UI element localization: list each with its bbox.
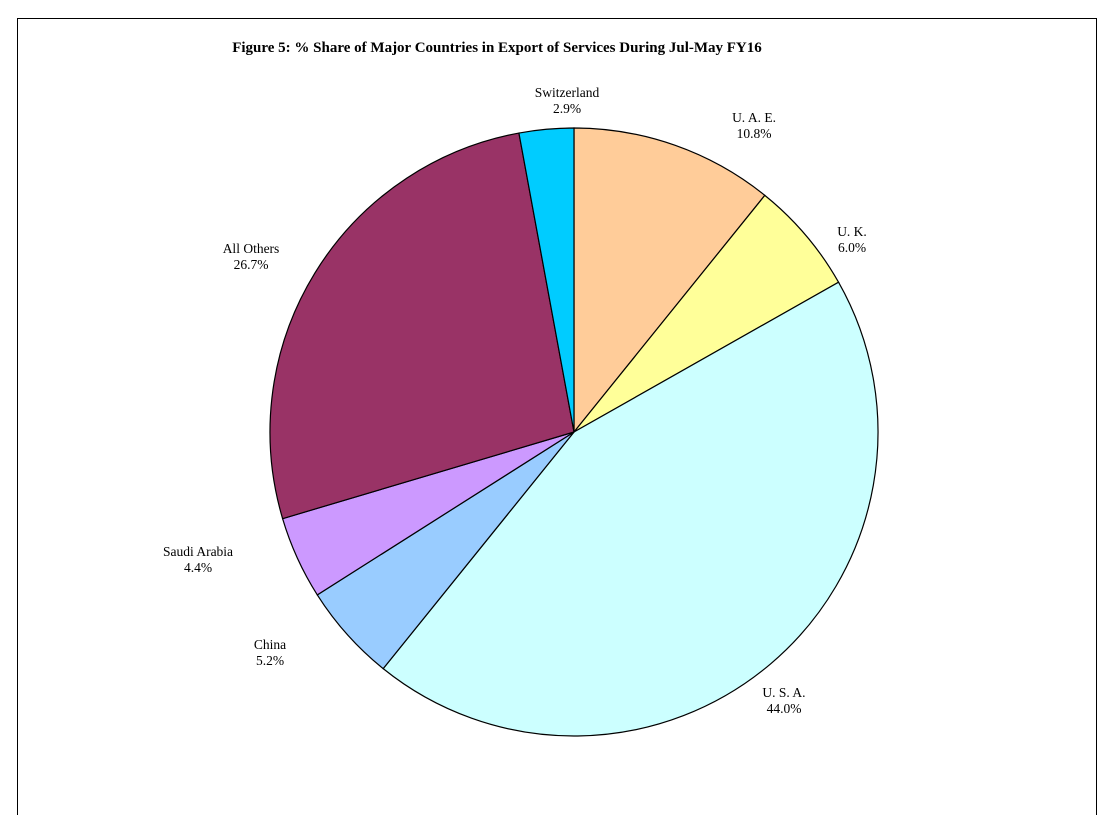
chart-frame — [17, 18, 1097, 815]
slice-label-value: 10.8% — [737, 126, 772, 141]
slice-label-all-others: All Others 26.7% — [223, 241, 280, 272]
slice-label-name: U. S. A. — [762, 685, 805, 700]
pie-slices — [269, 127, 879, 737]
slice-label-name: U. K. — [837, 224, 867, 239]
slice-label-u-k: U. K. 6.0% — [837, 224, 867, 255]
pie-slice-u-s-a — [382, 281, 879, 737]
chart-title: Figure 5: % Share of Major Countries in … — [232, 40, 762, 56]
pie-slice-switzerland — [518, 127, 575, 433]
slice-label-switzerland: Switzerland 2.9% — [535, 85, 600, 116]
slice-label-name: Switzerland — [535, 85, 600, 100]
slice-labels: U. A. E. 10.8% U. K. 6.0% U. S. A. 44.0% China… — [163, 85, 867, 716]
slice-label-china: China 5.2% — [254, 637, 286, 668]
slice-label-u-s-a: U. S. A. 44.0% — [762, 685, 805, 716]
slice-label-value: 5.2% — [256, 653, 284, 668]
pie-slice-all-others — [269, 132, 575, 520]
slice-label-value: 26.7% — [234, 257, 269, 272]
slice-label-value: 44.0% — [767, 701, 802, 716]
slice-label-name: Saudi Arabia — [163, 544, 233, 559]
slice-label-value: 4.4% — [184, 560, 212, 575]
slice-label-name: U. A. E. — [732, 110, 776, 125]
slice-label-name: China — [254, 637, 286, 652]
slice-label-u-a-e: U. A. E. 10.8% — [732, 110, 776, 141]
slice-label-saudi-arabia: Saudi Arabia 4.4% — [163, 544, 233, 575]
pie-slice-u-a-e — [573, 127, 766, 434]
slice-label-value: 2.9% — [553, 101, 581, 116]
slice-label-name: All Others — [223, 241, 280, 256]
slice-label-value: 6.0% — [838, 240, 866, 255]
